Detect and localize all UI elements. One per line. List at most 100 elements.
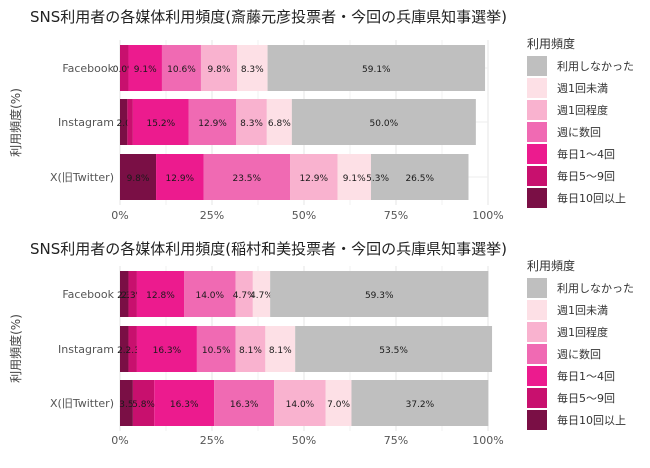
data-label: 12.9% — [198, 119, 227, 129]
category-label: Facebook — [62, 62, 114, 75]
data-label: 9.8% — [127, 174, 150, 184]
bar-segment — [184, 271, 236, 317]
bar-segment — [291, 99, 476, 145]
chart-title: SNS利用者の各媒体利用頻度(稲村和美投票者・今回の兵庫県知事選挙) — [30, 240, 507, 258]
data-label: 8.1% — [239, 346, 262, 356]
bar-segment — [203, 154, 291, 200]
bar-segment — [274, 380, 326, 426]
bar-segment — [128, 271, 137, 317]
x-tick-label: 50% — [292, 434, 316, 447]
bar-segment — [295, 326, 493, 372]
data-label: 15.2% — [147, 119, 176, 129]
data-label: 59.3% — [365, 291, 394, 301]
x-tick-label: 0% — [111, 434, 128, 447]
data-label: 16.3% — [170, 400, 199, 410]
bar-segment — [154, 380, 215, 426]
data-label: 53.5% — [379, 346, 408, 356]
legend-label: 毎日1〜4回 — [557, 148, 615, 161]
category-label: X(旧Twitter) — [50, 397, 114, 410]
data-label: 2.3 — [126, 346, 140, 356]
x-tick-label: 0% — [111, 209, 128, 222]
bar-segment — [337, 154, 371, 200]
x-tick-label: 50% — [292, 209, 316, 222]
legend-title: 利用頻度 — [527, 258, 575, 273]
legend-label: 週1回程度 — [557, 103, 608, 117]
bar-segment — [267, 45, 486, 91]
bar-segment — [351, 380, 489, 426]
legend-swatch — [527, 188, 547, 208]
bar-segment — [136, 326, 197, 372]
bar-segment — [370, 154, 469, 200]
bar-segment — [132, 380, 155, 426]
bar-segment — [214, 380, 275, 426]
data-label: 0.0% — [113, 65, 136, 75]
bar-segment — [136, 271, 185, 317]
bar-segment — [120, 326, 129, 372]
legend-swatch — [527, 122, 547, 142]
bar-segment — [128, 326, 137, 372]
data-label: 9.1% — [134, 65, 157, 75]
data-label: 23.5% — [232, 174, 261, 184]
legend-label: 週1回未満 — [557, 82, 608, 95]
legend-swatch — [527, 78, 547, 98]
bar-segment — [188, 99, 237, 145]
data-label: 2.3% — [121, 291, 144, 301]
x-tick-label: 75% — [384, 434, 408, 447]
data-label: 9.8% — [208, 65, 231, 75]
bar-segment — [270, 271, 489, 317]
legend-label: 毎日10回以上 — [557, 192, 626, 205]
legend-label: 毎日5〜9回 — [557, 170, 615, 183]
bar-segment — [128, 45, 162, 91]
bar-segment — [200, 45, 238, 91]
data-label: 50.0% — [370, 119, 399, 129]
bar-segment — [266, 99, 292, 145]
data-label: 4.7% — [233, 291, 256, 301]
data-label: 6.8% — [268, 119, 291, 129]
data-label: 9.1% — [343, 174, 366, 184]
legend-label: 毎日1〜4回 — [557, 370, 615, 383]
bar-segment — [265, 326, 296, 372]
bar-segment — [127, 99, 133, 145]
x-tick-label: 25% — [200, 434, 224, 447]
legend-swatch — [527, 344, 547, 364]
legend-label: 利用しなかった — [557, 282, 634, 295]
data-label: 8.3% — [240, 119, 263, 129]
data-label: 12.8% — [146, 291, 175, 301]
legend-swatch — [527, 144, 547, 164]
bar-segment — [120, 271, 129, 317]
bar-segment — [156, 154, 204, 200]
bar-segment — [120, 380, 133, 426]
y-axis-label: 利用頻度(%) — [8, 88, 23, 157]
data-label: 16.3% — [153, 346, 182, 356]
bar-segment — [120, 99, 128, 145]
legend-title: 利用頻度 — [527, 36, 575, 51]
data-label: 7.0% — [327, 400, 350, 410]
bar-segment — [236, 99, 267, 145]
legend-swatch — [527, 322, 547, 342]
x-tick-label: 75% — [384, 209, 408, 222]
legend-swatch — [527, 56, 547, 76]
data-label: 4.7% — [250, 291, 273, 301]
legend-label: 週1回程度 — [557, 325, 608, 339]
bar-segment — [237, 45, 268, 91]
category-label: Facebook — [62, 288, 114, 301]
data-label: 2.3 — [117, 346, 131, 356]
data-label: 10.6% — [167, 65, 196, 75]
data-label: 8.3% — [241, 65, 264, 75]
bar-segment — [120, 45, 129, 91]
data-label: 12.9% — [166, 174, 195, 184]
data-label: 16.3% — [230, 400, 259, 410]
data-label: 12.9% — [299, 174, 328, 184]
y-axis-label: 利用頻度(%) — [8, 314, 23, 383]
legend-label: 週に数回 — [557, 348, 601, 361]
data-label: 59.1% — [362, 65, 391, 75]
bar-segment — [196, 326, 236, 372]
data-label: 14.0% — [286, 400, 315, 410]
legend-label: 毎日5〜9回 — [557, 392, 615, 405]
bar-segment — [132, 99, 189, 145]
data-label: 5.3% — [366, 174, 389, 184]
x-tick-label: 100% — [472, 209, 503, 222]
data-label: 2.0 — [117, 119, 132, 129]
